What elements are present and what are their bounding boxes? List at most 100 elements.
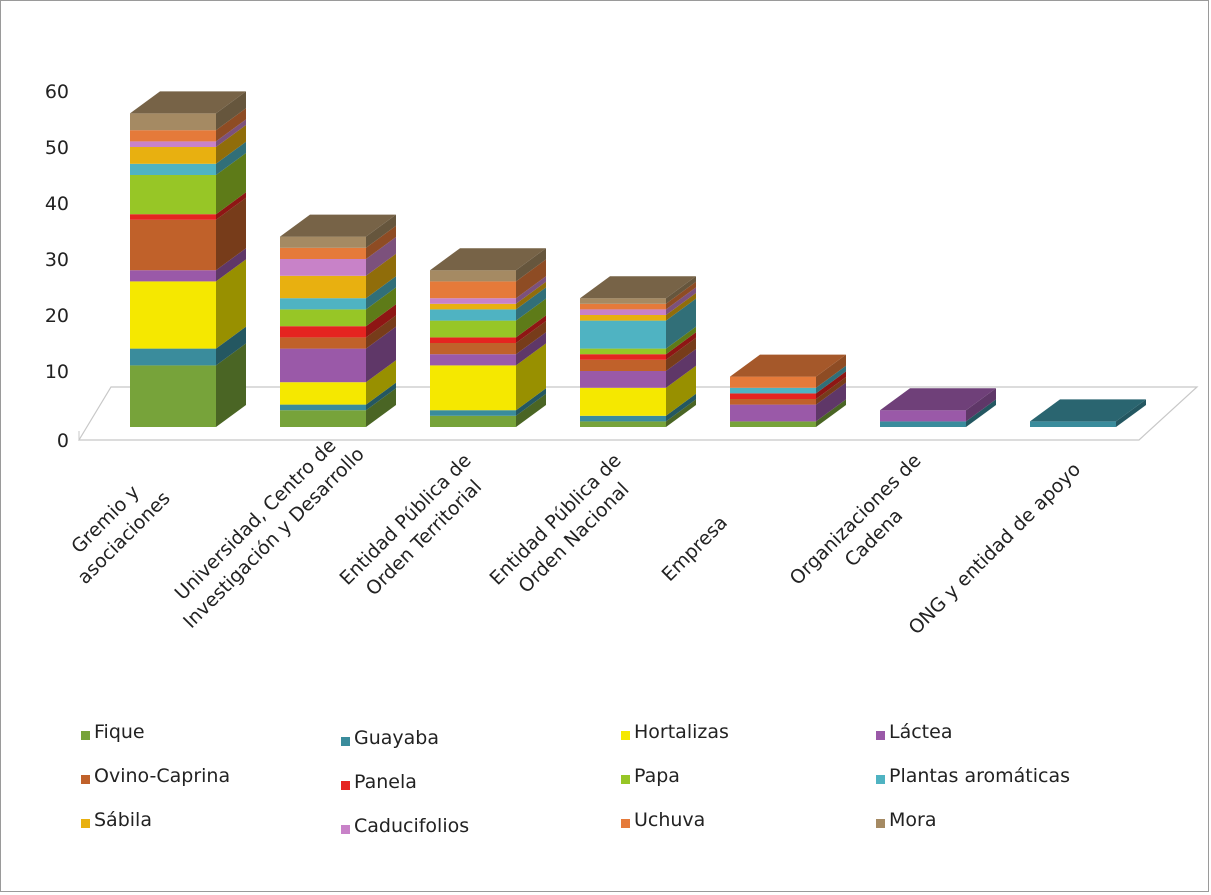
legend-item: Guayaba xyxy=(341,727,439,749)
bar-side-face xyxy=(366,214,396,248)
bar-front-face xyxy=(730,393,816,399)
x-tick-label: ONG y entidad de apoyo xyxy=(904,458,1085,639)
bar-front-face xyxy=(580,320,666,349)
bar-segment xyxy=(880,388,996,422)
bar-side-face xyxy=(366,382,396,411)
bar-segment xyxy=(130,259,246,349)
bar-front-face xyxy=(280,236,366,248)
bar-segment xyxy=(580,293,696,321)
bar-front-face xyxy=(430,303,516,310)
bar-front-face xyxy=(580,359,666,371)
bar-segment xyxy=(280,360,396,405)
bar-segment xyxy=(880,399,996,427)
bar-side-face xyxy=(666,293,696,321)
bar-front-face xyxy=(730,387,816,394)
bar-segment xyxy=(280,237,396,276)
bar-segment xyxy=(580,365,696,416)
bar-side-face xyxy=(666,365,696,416)
bar-front-face xyxy=(130,348,216,366)
legend-label: Fique xyxy=(94,721,145,743)
bar-side-face xyxy=(216,153,246,215)
legend-swatch xyxy=(341,736,350,746)
bar-side-face xyxy=(666,281,696,310)
bar-side-face xyxy=(516,287,546,321)
bar-side-face xyxy=(516,276,546,304)
bar-front-face xyxy=(280,410,366,427)
bar-front-face xyxy=(580,348,666,355)
y-tick-label: 10 xyxy=(45,361,69,383)
bar-front-face xyxy=(730,421,816,427)
bar-side-face xyxy=(666,393,696,422)
bar-top-face xyxy=(880,388,996,411)
bar-segment xyxy=(430,248,546,282)
bar-side-face xyxy=(516,248,546,282)
bar-stack xyxy=(280,214,396,427)
legend-item: Hortalizas xyxy=(621,721,729,743)
legend-swatch xyxy=(876,818,885,828)
bar-segment xyxy=(280,276,396,310)
bar-stack xyxy=(1030,399,1146,427)
bar-segment xyxy=(280,253,396,299)
bar-top-face xyxy=(1030,399,1146,422)
bar-side-face xyxy=(216,343,246,427)
bar-side-face xyxy=(366,276,396,310)
bar-stack xyxy=(580,276,696,427)
y-tick-label: 50 xyxy=(45,137,69,159)
bar-side-face xyxy=(216,197,246,271)
legend-swatch xyxy=(621,730,630,740)
bar-front-face xyxy=(430,337,516,343)
bar-side-face xyxy=(816,354,846,388)
bar-side-face xyxy=(216,259,246,349)
bar-side-face xyxy=(516,315,546,343)
bar-segment xyxy=(280,388,396,427)
bar-side-face xyxy=(516,343,546,411)
bar-side-face xyxy=(816,399,846,427)
legend-label: Hortalizas xyxy=(634,721,729,743)
bar-segment xyxy=(130,141,246,175)
bar-front-face xyxy=(280,259,366,276)
legend-item: Caducifolios xyxy=(341,815,469,837)
bar-segment xyxy=(280,326,396,383)
bar-top-face xyxy=(280,214,396,237)
bar-segment xyxy=(130,192,246,220)
legend-item: Ovino-Caprina xyxy=(81,765,230,787)
bar-segment xyxy=(130,197,246,271)
bar-segment xyxy=(130,119,246,147)
bar-segment xyxy=(280,382,396,411)
bar-front-face xyxy=(280,298,366,310)
bar-segment xyxy=(430,315,546,343)
bar-front-face xyxy=(580,354,666,360)
bar-side-face xyxy=(816,382,846,422)
bar-front-face xyxy=(430,354,516,366)
bar-segment xyxy=(580,349,696,388)
bar-front-face xyxy=(280,337,366,349)
bar-segment xyxy=(580,399,696,427)
bar-front-face xyxy=(1030,421,1116,427)
legend-swatch xyxy=(876,730,885,740)
legend-label: Ovino-Caprina xyxy=(94,765,231,787)
bar-side-face xyxy=(516,259,546,299)
bar-front-face xyxy=(880,421,966,427)
bar-front-face xyxy=(130,270,216,282)
bar-stack xyxy=(130,91,246,427)
bar-side-face xyxy=(366,326,396,383)
x-tick-label: Entidad Pública deOrden Nacional xyxy=(485,449,644,608)
bar-front-face xyxy=(430,298,516,304)
legend-item: Láctea xyxy=(876,721,952,743)
bar-side-face xyxy=(966,399,996,427)
y-tick-label: 60 xyxy=(45,81,69,103)
bar-front-face xyxy=(130,147,216,164)
bar-segment xyxy=(430,321,546,355)
bar-side-face xyxy=(1116,399,1146,427)
bar-side-face xyxy=(366,360,396,405)
bar-segment xyxy=(430,393,546,427)
bar-segment xyxy=(430,287,546,321)
bar-front-face xyxy=(280,275,366,299)
bar-stack xyxy=(730,354,846,427)
bar-side-face xyxy=(516,388,546,416)
legend-swatch xyxy=(621,774,630,784)
bar-front-face xyxy=(430,281,516,299)
legend-swatch xyxy=(81,730,90,740)
legend-label: Láctea xyxy=(889,721,953,743)
